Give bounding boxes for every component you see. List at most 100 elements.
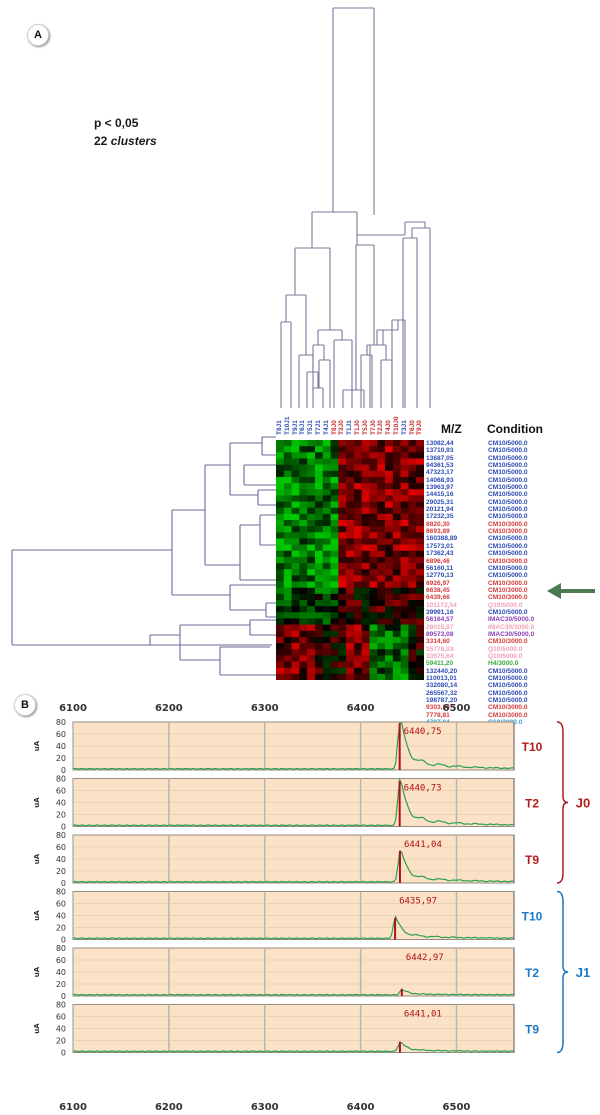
heatmap-cell xyxy=(291,593,300,601)
heatmap-cell xyxy=(385,581,394,588)
x-tick-top: 6500 xyxy=(443,703,471,714)
heatmap-cell xyxy=(392,581,401,588)
heatmap-cell xyxy=(369,538,378,545)
heatmap-cell xyxy=(416,569,424,576)
heatmap-cell xyxy=(385,544,394,552)
heatmap-cell xyxy=(322,489,331,496)
mz-row: 13963,97 CM10/5000.0 xyxy=(426,484,586,491)
heatmap-cell xyxy=(314,501,324,508)
heatmap-cell xyxy=(408,458,417,465)
mz-row: 14068,93 CM10/5000.0 xyxy=(426,477,586,484)
heatmap-cell xyxy=(346,673,355,680)
heatmap-cell xyxy=(385,667,394,675)
heatmap-cell xyxy=(416,507,424,515)
heatmap-cell xyxy=(400,600,409,607)
heatmap-cell xyxy=(408,569,417,576)
heatmap-cell xyxy=(353,624,362,632)
heatmap-cell xyxy=(314,446,324,453)
heatmap-cell xyxy=(307,624,316,632)
heatmap-cell xyxy=(307,606,316,613)
heatmap-cell xyxy=(416,556,424,564)
condition-value: Q10/5000.0 xyxy=(488,601,523,609)
mz-value: 17573,01 xyxy=(426,542,454,550)
heatmap-cell xyxy=(416,446,424,453)
heatmap-cell xyxy=(322,526,331,533)
heatmap-cell xyxy=(408,532,417,539)
heatmap-cell xyxy=(385,513,394,521)
heatmap-cell xyxy=(346,636,355,644)
heatmap-cell xyxy=(400,452,409,459)
heatmap-cell xyxy=(338,526,347,533)
heatmap-cell xyxy=(416,649,424,656)
heatmap-cell xyxy=(283,538,292,545)
heatmap-cell xyxy=(400,569,409,576)
heatmap-cell xyxy=(361,630,370,638)
heatmap-cell xyxy=(416,440,424,447)
heatmap-cell xyxy=(283,612,292,619)
heatmap-cell xyxy=(330,440,339,447)
heatmap-cell xyxy=(400,489,409,496)
heatmap-cell xyxy=(400,483,409,490)
heatmap-cell xyxy=(369,532,378,539)
heatmap-cell xyxy=(369,544,378,552)
heatmap-cell xyxy=(338,538,347,545)
heatmap-cell xyxy=(361,501,370,508)
heatmap-cell xyxy=(330,673,339,680)
heatmap-cell xyxy=(283,464,292,472)
heatmap-cell xyxy=(338,673,347,680)
heatmap-cell xyxy=(416,667,424,675)
condition-value: CM10/3000.0 xyxy=(488,557,528,565)
heatmap-cell xyxy=(291,464,300,472)
heatmap-cell xyxy=(369,501,378,508)
heatmap-cell xyxy=(322,593,331,601)
condition-value: CM10/5000.0 xyxy=(488,454,528,462)
heatmap-cell xyxy=(346,624,355,632)
heatmap-cell xyxy=(314,563,324,570)
mz-row: 39991,16 CM10/5000.0 xyxy=(426,609,586,616)
heatmap-cell xyxy=(338,483,347,490)
mz-value: 265567,32 xyxy=(426,689,458,697)
mz-value: 6638,45 xyxy=(426,586,450,594)
heatmap-cell xyxy=(369,624,378,632)
heatmap-cell xyxy=(385,606,394,613)
heatmap-cell xyxy=(392,673,401,680)
heatmap-cell xyxy=(330,643,339,650)
heatmap-cell xyxy=(385,446,394,453)
heatmap-cell xyxy=(338,569,347,576)
heatmap-cell xyxy=(338,495,347,502)
heatmap-cell xyxy=(416,624,424,632)
y-tick: 20 xyxy=(56,867,66,876)
heatmap-cell xyxy=(322,636,331,644)
heatmap-cell xyxy=(330,446,339,453)
heatmap-cell xyxy=(416,513,424,521)
heatmap-cell xyxy=(385,538,394,545)
x-tick-top: 6300 xyxy=(251,703,279,714)
heatmap-cell xyxy=(353,495,362,502)
condition-value: CM10/5000.0 xyxy=(488,513,528,521)
mz-row: 29025,31 CM10/5000.0 xyxy=(426,499,586,506)
heatmap-cell xyxy=(385,624,394,632)
heatmap-cell xyxy=(408,544,417,552)
heatmap-cell xyxy=(299,458,308,465)
heatmap-cell xyxy=(408,593,417,601)
y-tick: 80 xyxy=(56,718,66,727)
heatmap-cell xyxy=(314,470,324,478)
x-tick-top: 6100 xyxy=(59,703,87,714)
clusters-number: 22 xyxy=(94,134,108,148)
heatmap-cell xyxy=(291,606,300,613)
condition-value: CM10/5000.0 xyxy=(488,550,528,558)
heatmap-cell xyxy=(353,606,362,613)
heatmap-cell xyxy=(322,464,331,472)
heatmap-cell xyxy=(416,575,424,582)
heatmap-cell xyxy=(338,587,347,595)
heatmap-cell xyxy=(385,532,394,539)
heatmap-cell xyxy=(346,643,355,650)
heatmap-cell xyxy=(400,476,409,484)
heatmap-cell xyxy=(314,655,324,662)
mz-row: 14415,16 CM10/5000.0 xyxy=(426,491,586,498)
heatmap-cell xyxy=(385,569,394,576)
heatmap-cell xyxy=(392,630,401,638)
condition-value: CM10/5000.0 xyxy=(488,564,528,572)
heatmap-cell xyxy=(291,556,300,564)
mz-value: 39991,16 xyxy=(426,608,454,616)
